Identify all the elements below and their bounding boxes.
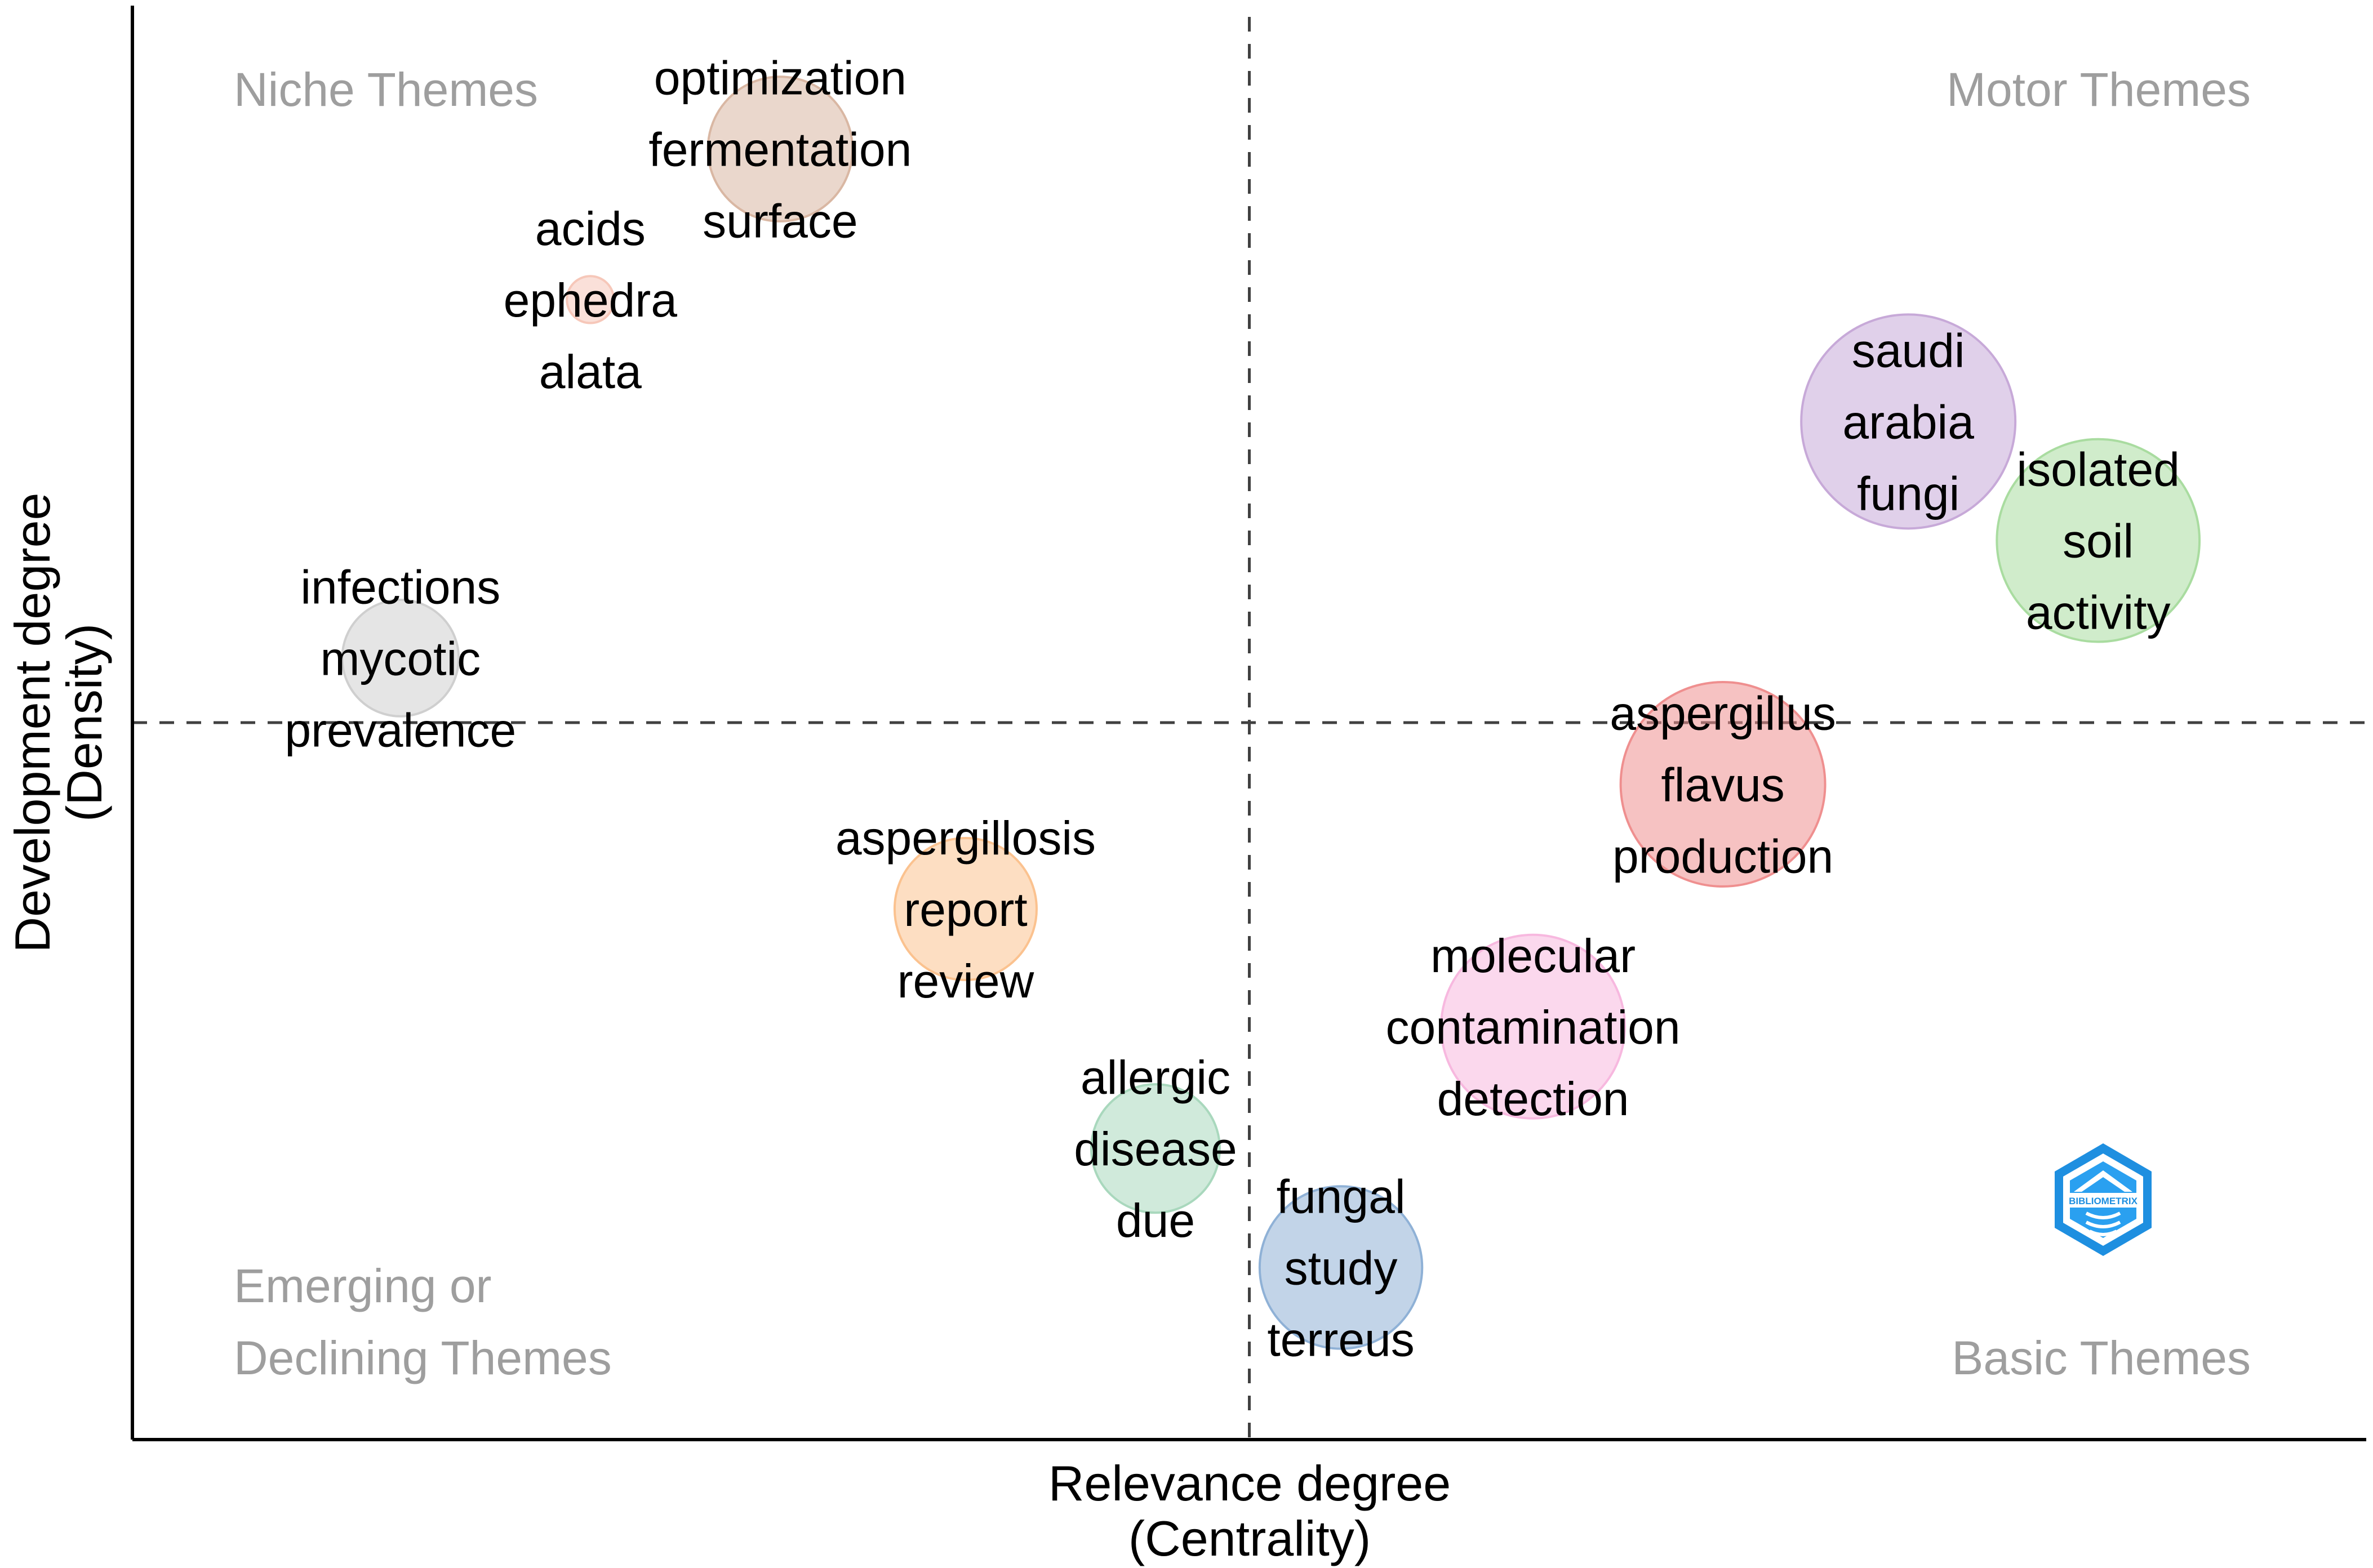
reference-lines xyxy=(132,17,2366,1440)
cluster-bubble-molecular xyxy=(1440,933,1627,1120)
cluster-word-disease: disease xyxy=(1074,1122,1237,1175)
y-axis-title-line2: (Density) xyxy=(56,623,112,822)
quadrant-label-motor: Motor Themes xyxy=(1947,63,2251,116)
quadrant-label-niche: Niche Themes xyxy=(234,63,538,116)
cluster-word-contamination: contamination xyxy=(1386,1001,1681,1054)
cluster-word-due: due xyxy=(1116,1194,1195,1247)
cluster-word-aspergillosis: aspergillosis xyxy=(836,812,1096,865)
quadrant-label-bottom-right: Basic Themes xyxy=(1952,1331,2251,1384)
bibliometrix-logo: BIBLIOMETRIX xyxy=(2055,1143,2152,1256)
quadrant-label-bottom-left: Emerging or Declining Themes xyxy=(234,1259,612,1384)
cluster-word-ephedra: ephedra xyxy=(504,274,678,327)
cluster-word-review: review xyxy=(897,955,1034,1008)
quadrant-label-basic: Basic Themes xyxy=(1952,1331,2251,1384)
cluster-word-acids: acids xyxy=(535,202,646,255)
cluster-word-detection: detection xyxy=(1437,1072,1629,1125)
cluster-bubble-optimization xyxy=(706,75,854,222)
y-axis-title: Development degree (Density) xyxy=(5,493,112,953)
cluster-word-flavus: flavus xyxy=(1661,758,1784,811)
quadrant-label-emerging-line1: Emerging or xyxy=(234,1259,492,1312)
cluster-bubble-aspergillosis xyxy=(893,836,1038,982)
cluster-labels: optimization fermentation surface acids ephe… xyxy=(285,52,2180,1366)
cluster-word-report: report xyxy=(904,883,1027,936)
cluster-bubble-infections xyxy=(341,599,460,718)
cluster-word-activity: activity xyxy=(2026,586,2171,639)
cluster-bubble-allergic xyxy=(1090,1083,1221,1214)
cluster-bubble-saudi xyxy=(1800,313,2017,530)
cluster-word-prevalence: prevalence xyxy=(285,703,516,756)
cluster-word-allergic: allergic xyxy=(1081,1051,1230,1104)
cluster-word-surface: surface xyxy=(703,195,857,248)
cluster-word-saudi: saudi xyxy=(1852,324,1965,377)
x-axis-title-line1: Relevance degree xyxy=(1048,1455,1451,1511)
cluster-bubble-fungal xyxy=(1258,1185,1424,1350)
logo-banner xyxy=(2066,1193,2140,1208)
logo-helix-icon xyxy=(2085,1211,2121,1236)
cluster-word-arabia: arabia xyxy=(1842,395,1974,448)
logo-roof-icon xyxy=(2074,1170,2132,1192)
x-axis-title-line2: (Centrality) xyxy=(1128,1511,1371,1566)
logo-text: BIBLIOMETRIX xyxy=(2069,1196,2138,1206)
cluster-word-aspergillus: aspergillus xyxy=(1610,687,1836,740)
cluster-word-isolated: isolated xyxy=(2016,443,2180,496)
y-axis-title-line1: Development degree xyxy=(5,493,60,953)
quadrant-label-top-left: Niche Themes xyxy=(234,63,538,116)
cluster-word-molecular: molecular xyxy=(1430,929,1636,982)
cluster-word-soil: soil xyxy=(2063,515,2134,568)
cluster-word-fungi: fungi xyxy=(1857,467,1959,520)
quadrant-label-top-right: Motor Themes xyxy=(1947,63,2251,116)
cluster-bubbles xyxy=(341,75,2201,1350)
cluster-word-study: study xyxy=(1285,1241,1398,1294)
cluster-word-terreus: terreus xyxy=(1267,1313,1414,1366)
cluster-word-fungal: fungal xyxy=(1277,1170,1406,1223)
quadrant-label-emerging-line2: Declining Themes xyxy=(234,1331,612,1384)
cluster-bubble-acids xyxy=(566,275,615,324)
cluster-word-production: production xyxy=(1612,830,1833,883)
cluster-word-optimization: optimization xyxy=(654,52,906,105)
cluster-word-alata: alata xyxy=(539,345,642,398)
cluster-bubble-aspergillus xyxy=(1619,681,1827,888)
cluster-word-mycotic: mycotic xyxy=(320,632,481,685)
x-axis-title: Relevance degree (Centrality) xyxy=(1048,1455,1451,1566)
cluster-word-fermentation: fermentation xyxy=(648,123,912,176)
cluster-bubble-isolated xyxy=(1996,438,2201,643)
cluster-word-infections: infections xyxy=(300,560,500,613)
